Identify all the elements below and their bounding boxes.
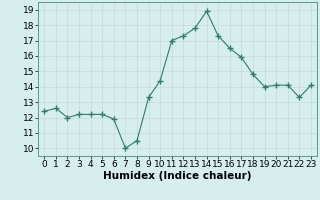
X-axis label: Humidex (Indice chaleur): Humidex (Indice chaleur)	[103, 171, 252, 181]
